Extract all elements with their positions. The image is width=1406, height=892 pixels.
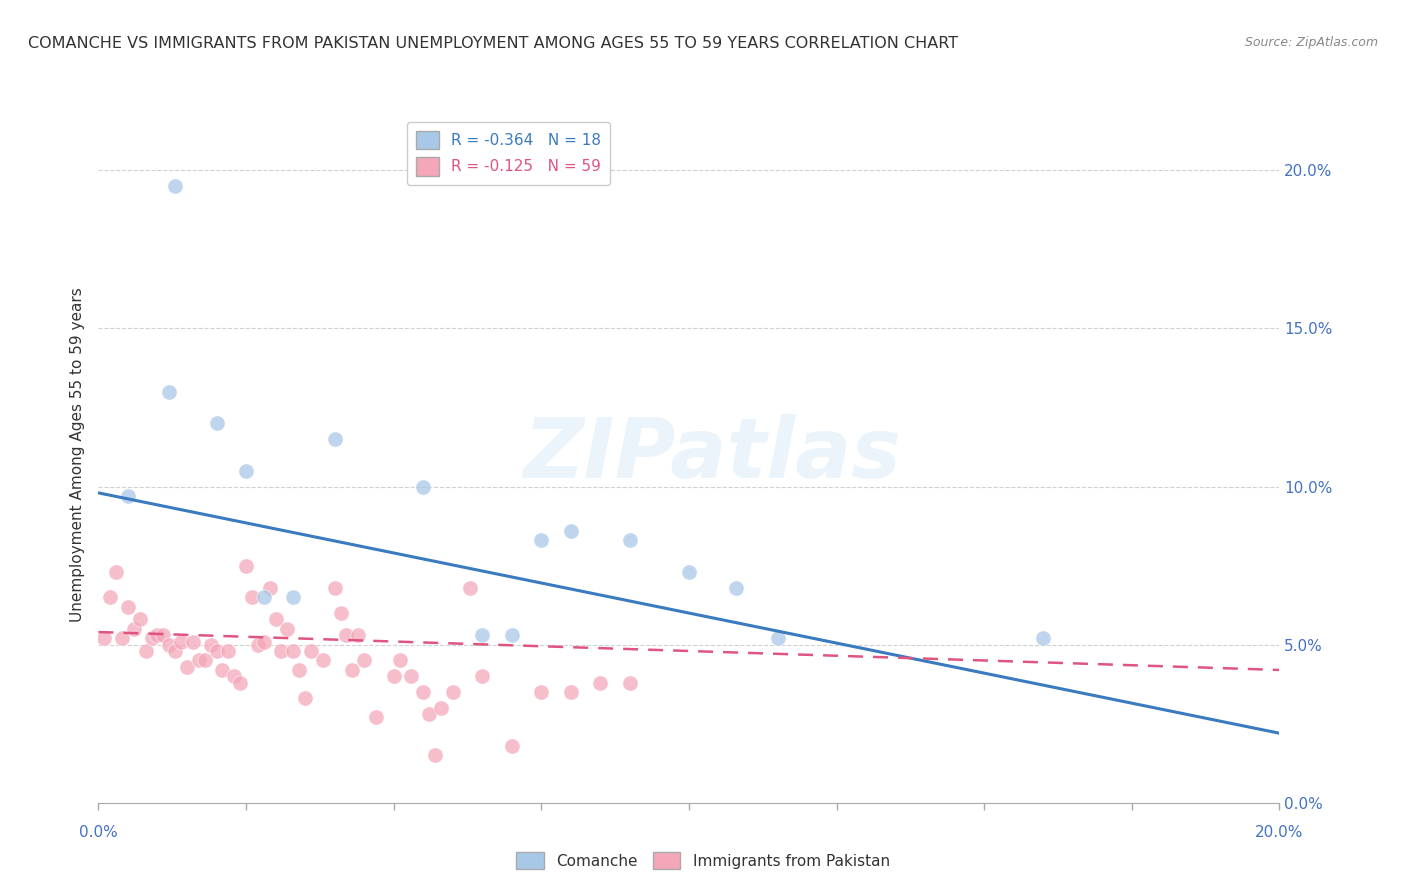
Point [117,599,139,614]
Point [401,669,423,683]
Point [283,591,305,605]
Point [283,644,305,658]
Point [560,685,582,699]
Point [122,622,145,636]
Point [253,634,276,648]
Point [253,591,276,605]
Point [335,628,357,642]
Point [217,644,239,658]
Point [441,685,464,699]
Point [589,675,612,690]
Point [678,565,700,579]
Point [471,628,494,642]
Point [530,685,553,699]
Point [423,748,446,763]
Point [165,644,187,658]
Point [288,663,311,677]
Point [725,581,748,595]
Point [165,179,187,194]
Point [412,685,434,699]
Legend: R = -0.364   N = 18, R = -0.125   N = 59: R = -0.364 N = 18, R = -0.125 N = 59 [406,121,610,185]
Text: 0.0%: 0.0% [79,825,118,840]
Point [501,739,523,753]
Point [141,632,163,646]
Point [259,581,281,595]
Legend: Comanche, Immigrants from Pakistan: Comanche, Immigrants from Pakistan [510,846,896,875]
Point [187,653,209,667]
Point [1032,632,1054,646]
Point [294,691,316,706]
Point [430,701,453,715]
Point [211,663,233,677]
Point [353,653,375,667]
Point [194,653,217,667]
Point [619,675,641,690]
Point [501,628,523,642]
Point [329,606,352,620]
Point [276,622,298,636]
Point [176,660,198,674]
Point [246,638,269,652]
Point [229,675,252,690]
Point [418,707,440,722]
Text: COMANCHE VS IMMIGRANTS FROM PAKISTAN UNEMPLOYMENT AMONG AGES 55 TO 59 YEARS CORR: COMANCHE VS IMMIGRANTS FROM PAKISTAN UNE… [28,36,959,51]
Point [105,565,128,579]
Point [135,644,157,658]
Point [270,644,292,658]
Point [128,612,150,626]
Text: ZIPatlas: ZIPatlas [523,415,901,495]
Point [111,632,134,646]
Point [205,417,228,431]
Point [388,653,411,667]
Point [460,581,482,595]
Point [235,558,257,573]
Point [235,464,257,478]
Point [93,632,115,646]
Point [146,628,169,642]
Point [412,479,434,493]
Y-axis label: Unemployment Among Ages 55 to 59 years: Unemployment Among Ages 55 to 59 years [70,287,86,623]
Point [299,644,322,658]
Point [98,591,121,605]
Point [157,638,180,652]
Point [382,669,405,683]
Point [264,612,287,626]
Point [323,581,346,595]
Point [170,634,193,648]
Point [152,628,174,642]
Point [224,669,246,683]
Point [181,634,204,648]
Point [157,384,180,399]
Point [200,638,222,652]
Point [312,653,335,667]
Point [205,644,228,658]
Point [619,533,641,548]
Point [342,663,364,677]
Point [530,533,553,548]
Text: 20.0%: 20.0% [1256,825,1303,840]
Point [471,669,494,683]
Point [560,524,582,538]
Point [240,591,263,605]
Text: Source: ZipAtlas.com: Source: ZipAtlas.com [1244,36,1378,49]
Point [117,489,139,503]
Point [347,628,370,642]
Point [323,432,346,446]
Point [766,632,789,646]
Point [364,710,387,724]
